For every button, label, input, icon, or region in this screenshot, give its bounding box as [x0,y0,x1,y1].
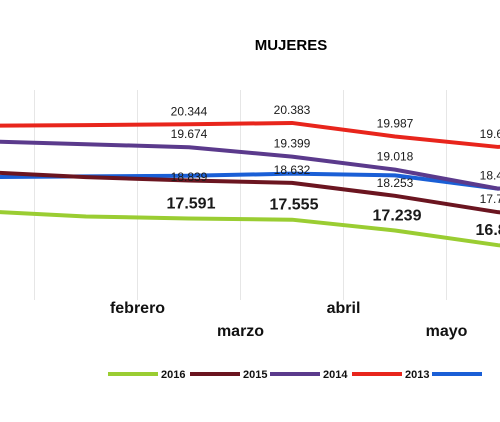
data-label: 20.344 [171,104,208,118]
data-label: 19.399 [274,137,311,151]
data-label: 17.591 [167,195,216,212]
x-axis-tick-labels: febreromarzoabrilmayojuniojulioagostosep… [110,300,468,340]
data-label: 19.682 [480,127,500,141]
data-label: 20.383 [274,103,311,117]
data-labels: 17.59117.55517.23916.81016.56116.54516.4… [167,103,500,239]
legend-label: 2016 [161,369,185,381]
x-tick-label: marzo [217,323,264,340]
legend-label: 2015 [243,369,267,381]
legend-label: 2014 [323,369,348,381]
data-label: 19.018 [377,150,414,164]
x-tick-label: mayo [426,323,468,340]
series-line-2014 [0,139,500,191]
data-label: 17.239 [373,208,422,225]
data-label: 16.810 [476,222,500,239]
chart-title: MUJERES [255,37,328,54]
data-label: 18.464 [480,169,500,183]
series-line-2015 [0,170,500,215]
series-line-2013 [0,120,500,149]
series-line-2016 [0,210,500,248]
x-tick-label: abril [327,300,361,317]
data-label: 18.839 [171,170,208,184]
data-label: 17.555 [270,197,319,214]
data-label: 18.253 [377,176,414,190]
data-label: 17.775 [480,192,500,206]
legend: 2016 2015 2014 2013 [108,369,482,381]
data-label: 19.987 [377,116,414,130]
data-label: 19.674 [171,127,208,141]
series-lines [0,120,500,248]
legend-label: 2013 [405,369,429,381]
data-label: 18.632 [274,163,311,177]
x-tick-label: febrero [110,300,165,317]
